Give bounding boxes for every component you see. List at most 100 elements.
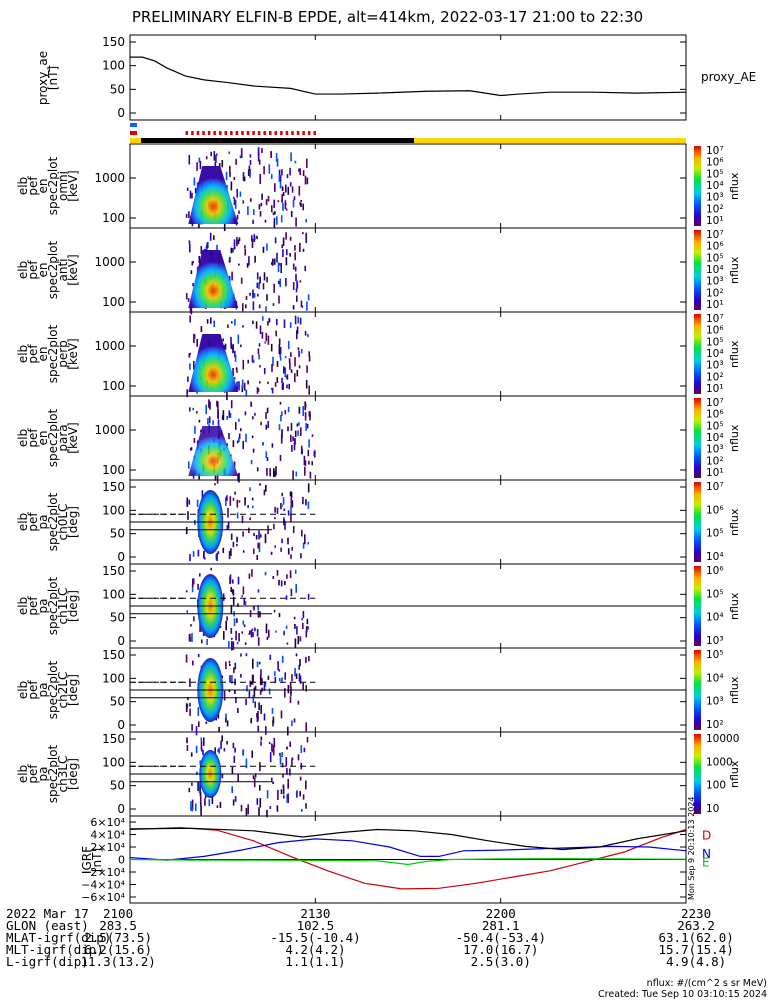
spectrogram-speckle <box>226 416 228 420</box>
spectrogram-speckle <box>257 147 260 157</box>
spectrogram-speckle <box>286 642 289 645</box>
spectrogram-speckle <box>195 745 198 753</box>
spectrogram-speckle <box>307 483 310 493</box>
spectrogram-speckle <box>222 338 224 342</box>
spectrogram-speckle <box>270 150 272 156</box>
spectrogram-speckle <box>200 806 202 816</box>
spectrogram-speckle <box>255 321 258 329</box>
spectrogram-speckle <box>278 344 281 355</box>
spectrogram-speckle <box>254 412 256 416</box>
spectrogram-speckle <box>186 389 188 398</box>
spectrogram-speckle <box>256 661 259 668</box>
colorbar <box>694 146 701 226</box>
spectrogram-speckle <box>229 413 232 418</box>
colorbar-tick-label: 100 <box>706 780 726 792</box>
spectrogram-speckle <box>292 199 295 208</box>
spectrogram-speckle <box>287 406 290 413</box>
spectrogram-speckle <box>273 468 275 477</box>
spectrogram-speckle <box>248 256 250 266</box>
spectrogram-speckle <box>241 595 243 598</box>
spectrogram-speckle <box>214 747 216 758</box>
spectrogram-speckle <box>290 691 292 696</box>
footer-row: MLAT-igrf(dip) 2.5(73.5) -15.5(-10.4) -50.4… <box>6 931 734 944</box>
spectrogram-speckle <box>192 578 194 587</box>
y-tick-label: −4×10⁴ <box>81 879 125 892</box>
spectrogram-speckle <box>281 504 283 508</box>
footer-row-label: 2022 Mar 17 <box>6 906 89 921</box>
spectrogram-speckle <box>262 283 265 290</box>
spectrogram-speckle <box>222 547 225 554</box>
spectrogram-speckle <box>238 381 240 391</box>
spectrogram-speckle <box>189 447 192 451</box>
spectrogram-speckle <box>234 796 237 802</box>
spectrogram-speckle <box>278 262 281 266</box>
spectrogram-speckle <box>307 501 310 509</box>
spectrogram-speckle <box>279 401 282 405</box>
spectrogram-speckle <box>249 517 251 521</box>
spectrogram-speckle <box>305 423 307 431</box>
spectrogram-speckle <box>226 184 228 190</box>
spectrogram-speckle <box>228 276 231 283</box>
spectrogram-speckle <box>280 710 283 719</box>
spectrogram-speckle <box>293 442 296 451</box>
spectrogram-speckle <box>237 576 240 585</box>
spectrogram-speckle <box>234 662 237 670</box>
spectrogram-speckle <box>309 411 311 421</box>
spectrogram-speckle <box>290 352 292 357</box>
spectrogram-speckle <box>244 245 246 249</box>
colorbar-tick-label: 10² <box>706 719 724 731</box>
spectrogram-speckle <box>242 749 244 756</box>
spectrogram-speckle <box>278 579 280 586</box>
spectrogram-speckle <box>299 675 302 684</box>
spectrogram-speckle <box>224 343 227 350</box>
status-tick <box>274 131 278 135</box>
spectrogram-speckle <box>232 196 235 199</box>
spectrogram-speckle <box>299 168 301 176</box>
footer-value: 2130 <box>300 906 331 921</box>
spectrogram-speckle <box>199 781 201 786</box>
spectrogram-speckle <box>302 682 304 691</box>
status-tick <box>257 131 261 135</box>
spectrogram-speckle <box>306 365 308 373</box>
spectrogram-speckle <box>307 542 310 545</box>
spectrogram-speckle <box>297 316 299 324</box>
spectrogram-speckle <box>200 802 202 807</box>
spectrogram-speckle <box>300 203 302 207</box>
spectrogram-speckle <box>189 702 191 707</box>
spectrogram-speckle <box>198 157 201 163</box>
spectrogram-speckle <box>242 359 245 370</box>
spectrogram-speckle <box>292 526 295 534</box>
spectrogram-speckle <box>238 433 241 439</box>
spectrogram-speckle <box>252 219 254 224</box>
spectrogram-speckle <box>235 367 238 371</box>
spectrogram-speckle <box>188 154 191 165</box>
spectrogram-speckle <box>295 217 297 227</box>
spectrogram-speckle <box>303 455 306 466</box>
colorbar-tick-label: 10⁴ <box>706 612 724 624</box>
spectrogram-speckle <box>244 642 247 645</box>
spectrogram-speckle <box>300 300 303 307</box>
spectrogram-speckle <box>294 373 296 383</box>
spectrogram-speckle <box>232 799 235 806</box>
spectrogram-speckle <box>233 198 236 205</box>
colorbar-label: nflux <box>728 424 741 452</box>
spectrogram-speckle <box>229 165 231 174</box>
spectrogram-speckle <box>249 171 251 178</box>
spectrogram-speckle <box>256 387 259 394</box>
y-tick-label: 100 <box>102 379 125 393</box>
spectrogram-speckle <box>285 232 287 240</box>
spectrogram-speckle <box>276 252 278 263</box>
spectrogram-speckle <box>191 261 194 266</box>
spectrogram-speckle <box>223 631 225 640</box>
spectrogram-speckle <box>229 172 231 177</box>
spectrogram-speckle <box>288 383 290 390</box>
spectrogram-speckle <box>227 522 230 529</box>
colorbar-tick-label: 10⁵ <box>706 528 724 540</box>
spectrogram-speckle <box>257 611 260 618</box>
spectrogram-speckle <box>191 192 193 199</box>
spectrogram-speckle <box>261 687 264 692</box>
footer-row: MLT-igrf(dip) 6.2(15.6) 4.2(4.2) 17.0(16.7)… <box>6 943 734 956</box>
spectrogram-speckle <box>261 677 263 686</box>
footer-value: 263.2 <box>677 918 715 933</box>
spectrogram-speckle <box>285 208 288 211</box>
